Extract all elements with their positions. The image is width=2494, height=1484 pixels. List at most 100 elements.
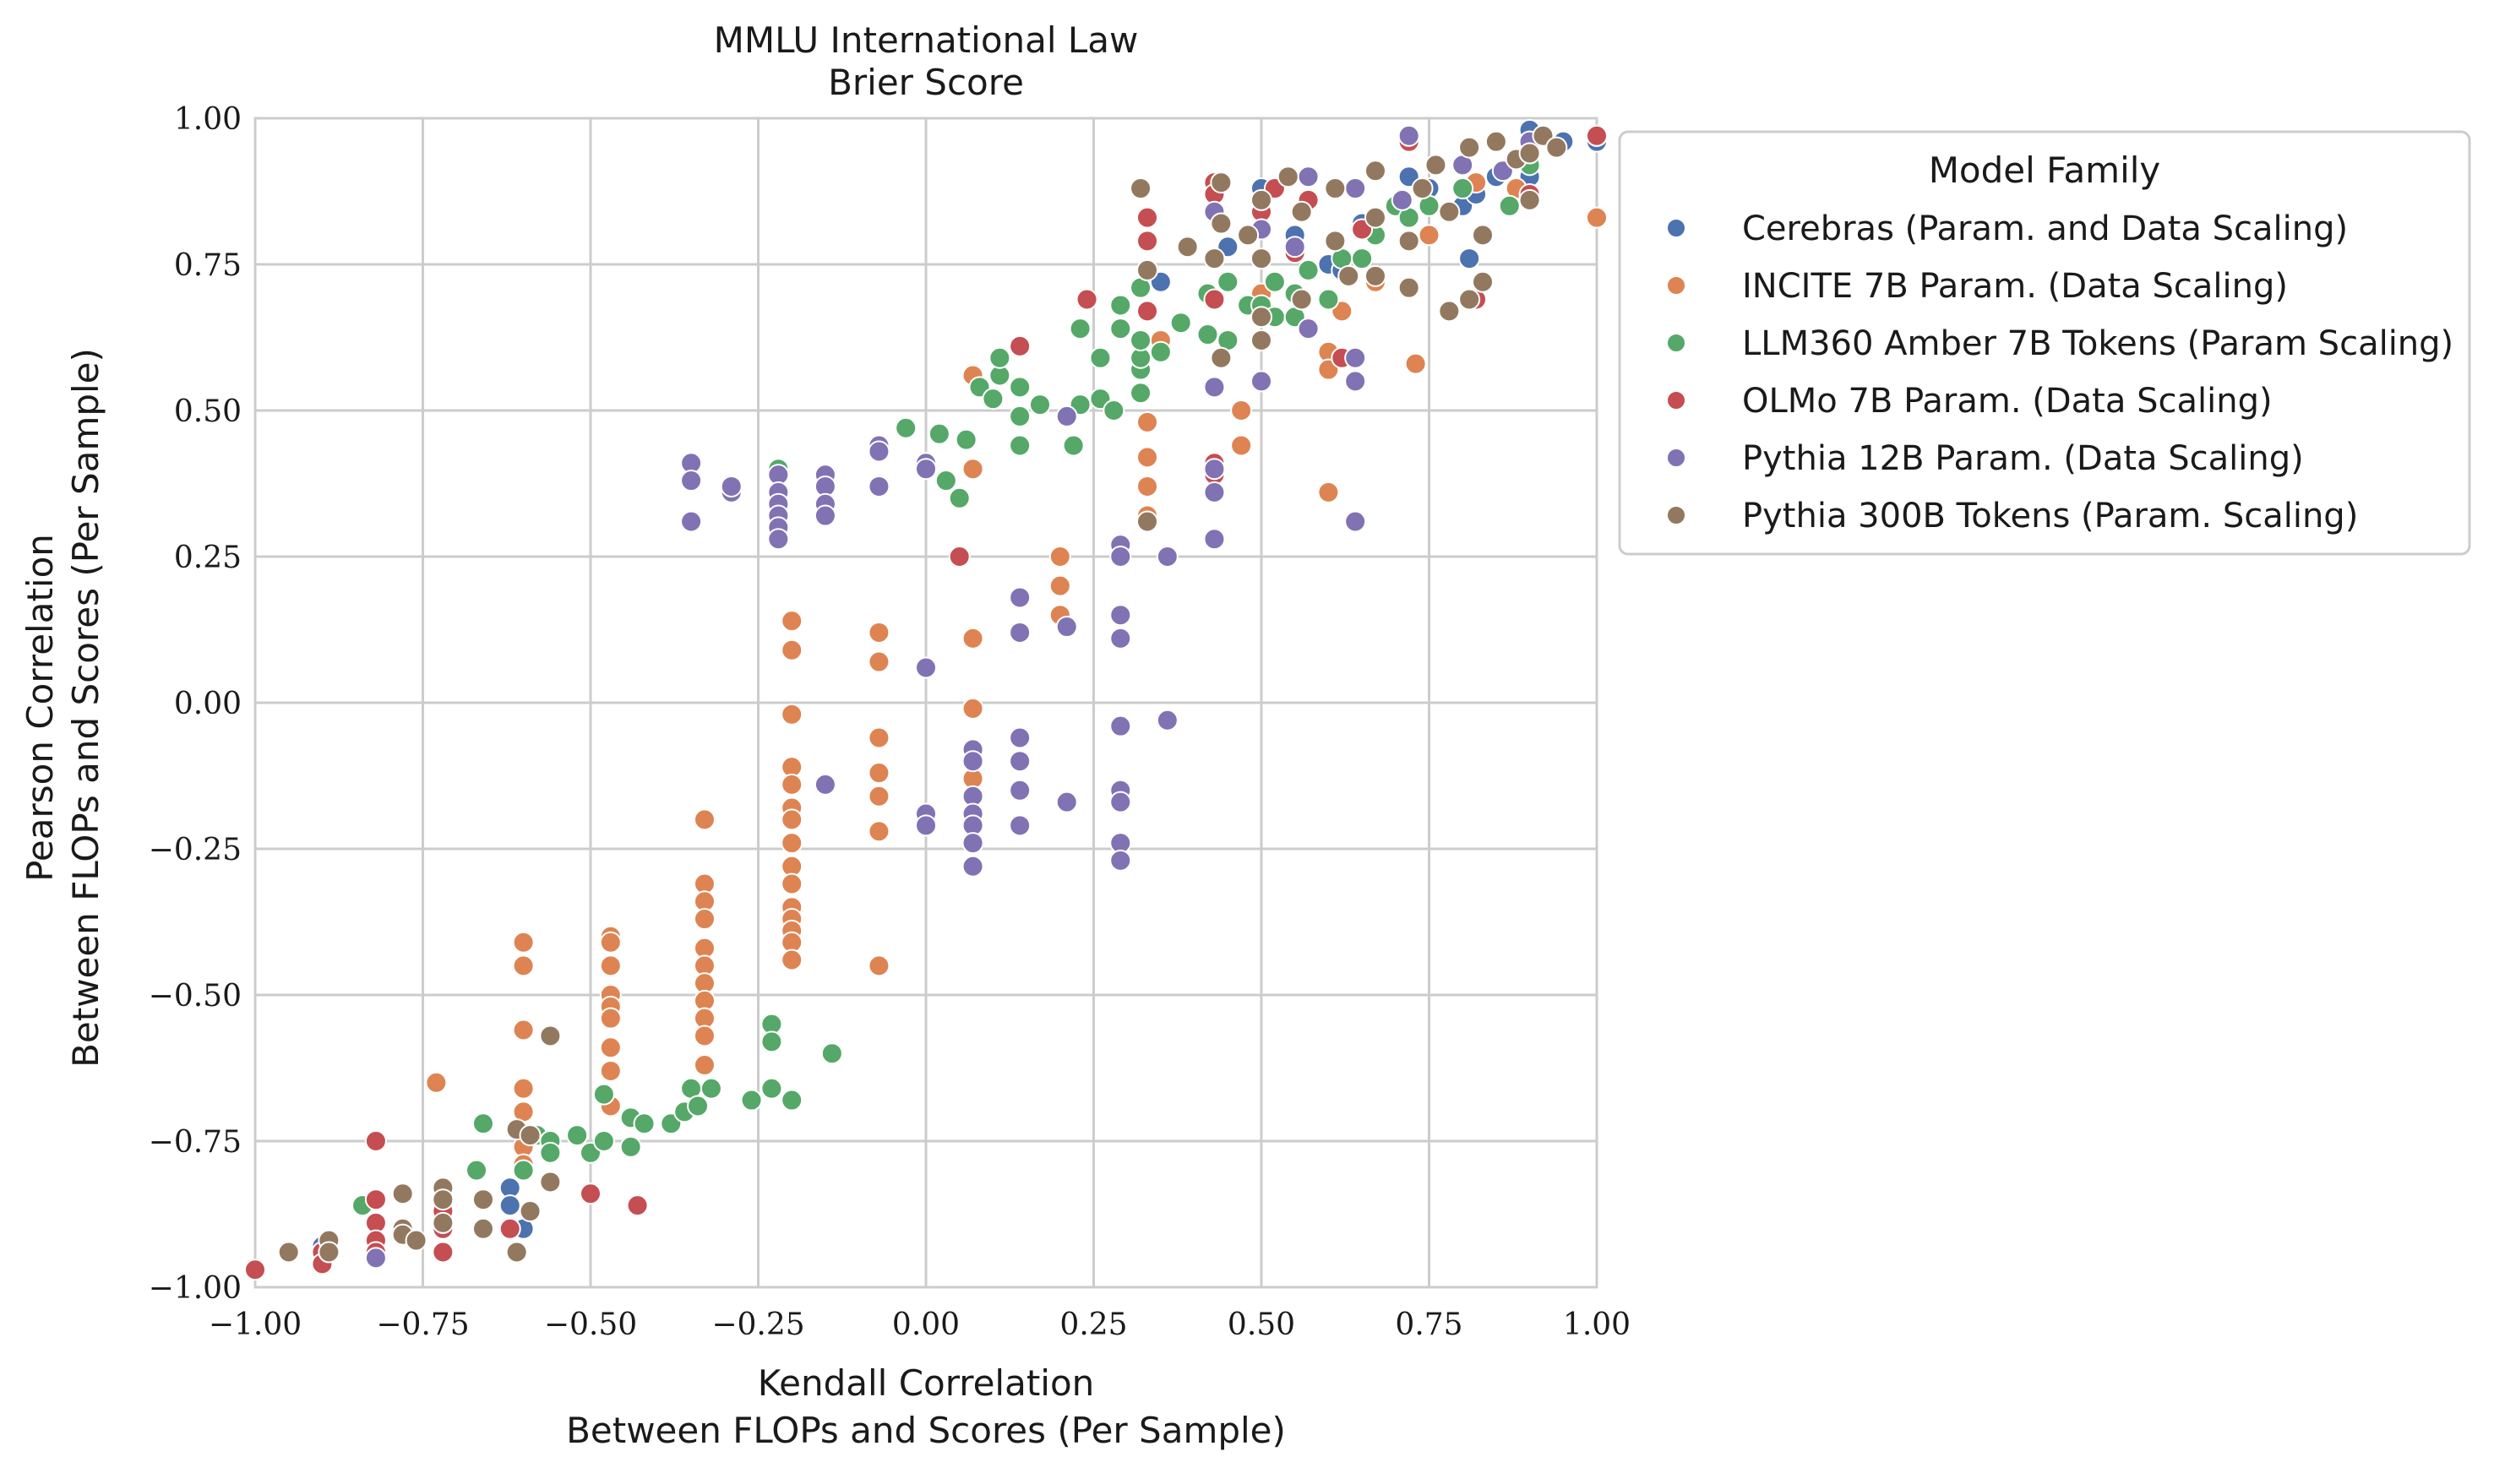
data-point-series-5 xyxy=(1203,458,1226,481)
data-point-series-5 xyxy=(1009,726,1032,749)
data-point-series-3 xyxy=(1109,318,1132,340)
data-point-series-5 xyxy=(1156,546,1179,568)
data-point-series-3 xyxy=(1028,394,1051,416)
data-point-series-4 xyxy=(1586,124,1608,147)
data-point-series-5 xyxy=(1009,779,1032,802)
data-point-series-6 xyxy=(1424,154,1447,177)
data-point-series-5 xyxy=(1203,528,1226,551)
data-point-series-2 xyxy=(693,908,716,931)
data-point-series-2 xyxy=(781,949,803,971)
data-point-series-6 xyxy=(471,1188,494,1211)
data-point-series-6 xyxy=(1411,177,1434,200)
data-point-series-2 xyxy=(781,639,803,661)
chart-title: MMLU International Law xyxy=(714,19,1139,61)
data-point-series-6 xyxy=(1136,258,1159,281)
data-point-series-2 xyxy=(425,1071,448,1094)
data-point-series-5 xyxy=(961,750,984,773)
legend-box xyxy=(1618,130,2471,556)
data-point-series-5 xyxy=(1009,814,1032,837)
data-point-series-3 xyxy=(1317,288,1340,311)
data-point-series-3 xyxy=(1149,340,1172,363)
data-point-series-5 xyxy=(1297,318,1320,340)
x-tick-label: 0.25 xyxy=(1059,1307,1127,1342)
y-tick-label: 0.25 xyxy=(174,541,242,575)
data-point-series-3 xyxy=(1217,270,1239,293)
data-point-series-3 xyxy=(1130,382,1152,405)
data-point-series-5 xyxy=(868,475,890,497)
data-point-series-6 xyxy=(1250,188,1272,211)
data-point-series-3 xyxy=(1009,376,1032,399)
data-point-series-2 xyxy=(1418,224,1440,247)
x-tick-label: −1.00 xyxy=(209,1307,302,1342)
data-point-series-6 xyxy=(519,1124,542,1147)
data-point-series-4 xyxy=(364,1130,387,1152)
y-axis-label-line-2: Between FLOPs and Scores (Per Sample) xyxy=(65,348,106,1068)
data-point-series-5 xyxy=(915,656,937,679)
x-tick-label: −0.75 xyxy=(376,1307,469,1342)
data-point-series-6 xyxy=(1472,224,1495,247)
data-point-series-2 xyxy=(1230,434,1253,457)
data-point-series-6 xyxy=(1250,247,1272,270)
data-point-series-3 xyxy=(740,1089,763,1112)
legend-entry-label: INCITE 7B Param. (Data Scaling) xyxy=(1742,267,2288,306)
x-tick-label: 1.00 xyxy=(1563,1307,1631,1342)
legend-marker xyxy=(1666,218,1686,238)
data-point-series-5 xyxy=(1203,481,1226,503)
data-point-series-3 xyxy=(1498,194,1521,217)
data-point-series-6 xyxy=(1290,288,1313,311)
data-point-series-4 xyxy=(626,1194,649,1217)
data-point-series-2 xyxy=(868,785,890,807)
data-point-series-2 xyxy=(599,1059,622,1082)
legend-items: Cerebras (Param. and Data Scaling) INCITE… xyxy=(1666,209,2453,535)
data-point-series-5 xyxy=(1009,586,1032,609)
data-point-series-3 xyxy=(466,1159,488,1182)
data-point-series-2 xyxy=(868,762,890,785)
legend-entry-label: Pythia 300B Tokens (Param. Scaling) xyxy=(1742,497,2358,535)
data-point-series-3 xyxy=(1062,434,1085,457)
data-point-series-3 xyxy=(934,470,957,492)
data-point-series-5 xyxy=(1344,510,1367,533)
data-point-series-6 xyxy=(1397,230,1420,253)
data-point-series-3 xyxy=(633,1112,656,1135)
data-point-series-6 xyxy=(1210,346,1233,369)
data-point-series-6 xyxy=(1176,236,1199,258)
data-point-series-2 xyxy=(781,610,803,633)
data-point-series-4 xyxy=(432,1241,455,1264)
y-tick-label: −0.50 xyxy=(149,979,242,1014)
data-point-series-3 xyxy=(592,1083,615,1106)
data-point-series-4 xyxy=(1009,334,1032,357)
data-point-series-2 xyxy=(961,458,984,481)
data-point-series-6 xyxy=(1545,136,1568,159)
data-point-series-6 xyxy=(505,1241,528,1264)
data-point-series-3 xyxy=(982,388,1005,410)
data-point-series-6 xyxy=(1237,224,1260,247)
data-point-series-4 xyxy=(1075,288,1098,311)
data-point-series-2 xyxy=(512,1019,535,1041)
y-tick-label: −0.75 xyxy=(149,1125,242,1160)
data-point-series-5 xyxy=(1391,188,1413,211)
y-tick-label: 0.00 xyxy=(174,687,242,721)
legend-entry-label: Pythia 12B Param. (Data Scaling) xyxy=(1742,439,2304,478)
legend-marker xyxy=(1666,448,1686,468)
data-point-series-2 xyxy=(781,872,803,895)
data-point-series-2 xyxy=(868,726,890,749)
data-point-series-5 xyxy=(915,814,937,837)
data-point-series-6 xyxy=(1290,200,1313,223)
data-point-series-5 xyxy=(1203,376,1226,399)
data-point-series-6 xyxy=(405,1229,427,1252)
legend-marker xyxy=(1666,505,1686,525)
data-point-series-3 xyxy=(1263,270,1286,293)
data-point-series-6 xyxy=(1397,276,1420,299)
y-tick-label: 0.75 xyxy=(174,248,242,283)
data-point-series-6 xyxy=(1518,188,1541,211)
data-point-series-6 xyxy=(318,1241,340,1264)
data-point-series-6 xyxy=(1210,171,1233,194)
data-point-series-3 xyxy=(1297,258,1320,281)
data-point-series-6 xyxy=(539,1171,562,1193)
x-axis-label-line-2: Between FLOPs and Scores (Per Sample) xyxy=(566,1410,1286,1451)
data-point-series-6 xyxy=(1130,177,1152,200)
data-point-series-3 xyxy=(1103,400,1125,421)
data-point-series-3 xyxy=(1069,318,1092,340)
data-point-series-2 xyxy=(1136,475,1159,497)
data-point-series-2 xyxy=(1230,400,1253,421)
